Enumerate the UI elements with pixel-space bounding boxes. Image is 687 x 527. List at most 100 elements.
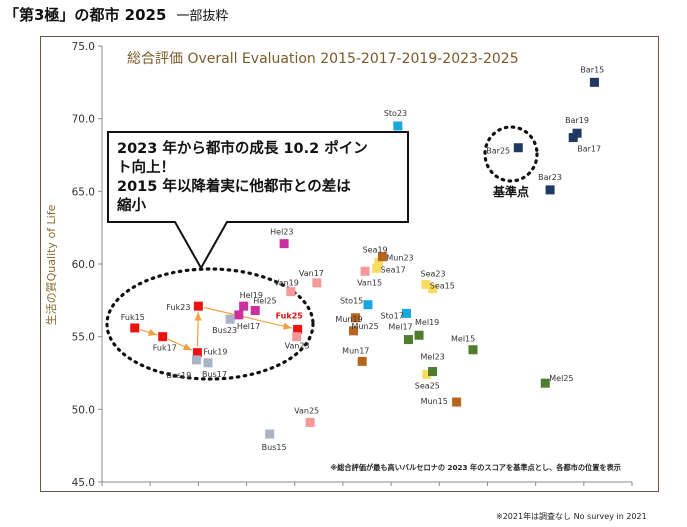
point-hel19 bbox=[239, 301, 249, 311]
point-fuk23 bbox=[193, 301, 203, 311]
chart-footnote: ※総合評価が最も高いバルセロナの 2023 年のスコアを基準点とし、各都市の位置… bbox=[330, 463, 621, 472]
point-label-van19: Van19 bbox=[274, 279, 299, 288]
point-label-hel25: Hel25 bbox=[253, 297, 276, 306]
point-label-mel23: Mel23 bbox=[421, 353, 445, 362]
y-axis-title: 生活の質Quality of Life bbox=[44, 204, 58, 325]
reference-point-ellipse bbox=[483, 125, 539, 183]
x-tick-label: 75.0 bbox=[620, 490, 643, 491]
x-tick-label: 50.0 bbox=[379, 490, 402, 491]
highlight-ellipses bbox=[105, 125, 539, 381]
point-hel17 bbox=[234, 310, 244, 320]
point-label-van17: Van17 bbox=[299, 269, 324, 278]
x-tick-label: 65.0 bbox=[524, 490, 547, 491]
point-bus17 bbox=[203, 358, 213, 368]
point-label-sea19: Sea19 bbox=[363, 246, 388, 255]
point-label-van15: Van15 bbox=[357, 278, 382, 287]
footnote-no-survey: ※2021年は調査なし No survey in 2021 bbox=[496, 512, 647, 521]
y-tick-label: 65.0 bbox=[72, 186, 95, 198]
axes: 20.0 25.0 30.0 35.0 40.0 45.0 50.0 55.0 60.0 65.0… bbox=[44, 41, 644, 491]
point-label-mel25: Mel25 bbox=[549, 374, 573, 383]
point-fuk15 bbox=[130, 323, 140, 333]
point-label-hel23: Hel23 bbox=[270, 228, 293, 237]
point-label-bar19: Bar19 bbox=[565, 116, 589, 125]
point-mun17 bbox=[357, 356, 367, 366]
point-label-sea25: Sea25 bbox=[415, 381, 440, 390]
trend-arrow bbox=[140, 328, 158, 336]
chart-title: 総合評価 Overall Evaluation 2015-2017-2019-2… bbox=[127, 51, 519, 67]
point-mel15 bbox=[468, 345, 478, 355]
point-label-bar23: Bar23 bbox=[538, 173, 562, 182]
point-bus15 bbox=[265, 429, 275, 439]
chart-frame: 20.0 25.0 30.0 35.0 40.0 45.0 50.0 55.0 60.0 65.0… bbox=[40, 36, 659, 492]
point-bar25 bbox=[513, 143, 523, 153]
trend-arrow bbox=[194, 312, 202, 347]
point-mel19 bbox=[414, 330, 424, 340]
page-subtitle: 一部抜粋 bbox=[176, 9, 229, 24]
point-label-sto23: Sto23 bbox=[384, 109, 407, 118]
point-label-mel19: Mel19 bbox=[415, 318, 439, 327]
point-label-sea15: Sea15 bbox=[430, 281, 455, 290]
point-label-bar25: Bar25 bbox=[486, 147, 510, 156]
point-label-van23: Van23 bbox=[285, 342, 310, 351]
page-title: 「第3極」の都市 2025 一部抜粋 bbox=[4, 4, 228, 25]
point-van15 bbox=[360, 266, 370, 276]
point-label-mun15: Mun15 bbox=[421, 397, 448, 406]
point-mun19 bbox=[350, 313, 360, 323]
trend-arrow bbox=[167, 338, 193, 351]
page-title-text: 「第3極」の都市 2025 bbox=[4, 6, 167, 24]
point-sto23 bbox=[393, 121, 403, 131]
y-tick-label: 60.0 bbox=[72, 259, 95, 271]
point-bar23 bbox=[545, 185, 555, 195]
x-tick-label: 25.0 bbox=[138, 490, 161, 491]
point-label-sea23: Sea23 bbox=[421, 270, 446, 279]
callout-line-1: 2023 年から都市の成長 10.2 ポイン bbox=[117, 139, 368, 157]
point-hel25 bbox=[250, 306, 260, 316]
point-fuk25 bbox=[293, 324, 303, 334]
point-label-bus17: Bus17 bbox=[202, 370, 227, 379]
point-label-sto17: Sto17 bbox=[381, 311, 404, 320]
point-fuk19 bbox=[192, 348, 202, 358]
point-label-sea17: Sea17 bbox=[381, 265, 406, 274]
point-label-sto15: Sto15 bbox=[340, 297, 363, 306]
data-points bbox=[130, 77, 599, 439]
point-label-mun23: Mun23 bbox=[386, 254, 413, 263]
point-label-fuk15: Fuk15 bbox=[121, 313, 145, 322]
point-mel17 bbox=[403, 335, 413, 345]
y-tick-label: 70.0 bbox=[72, 114, 95, 126]
point-label-bar15: Bar15 bbox=[580, 65, 604, 74]
x-tick-label: 70.0 bbox=[572, 490, 595, 491]
point-label-van25: Van25 bbox=[294, 406, 319, 415]
point-label-bus15: Bus15 bbox=[262, 443, 287, 452]
point-label-mun19: Mun19 bbox=[335, 315, 362, 324]
point-label-mun25: Mun25 bbox=[352, 322, 379, 331]
point-label-fuk17: Fuk17 bbox=[153, 344, 177, 353]
point-sea17 bbox=[372, 263, 382, 273]
y-tick-label: 45.0 bbox=[72, 477, 95, 489]
scatter-chart: 20.0 25.0 30.0 35.0 40.0 45.0 50.0 55.0 60.0 65.0… bbox=[44, 41, 644, 491]
point-van19 bbox=[286, 287, 296, 297]
point-label-mel17: Mel17 bbox=[388, 323, 412, 332]
point-label-mel15: Mel15 bbox=[451, 335, 475, 344]
point-mun25 bbox=[349, 326, 359, 336]
point-mel23 bbox=[428, 367, 438, 377]
point-label-bus19: Bus19 bbox=[166, 371, 191, 380]
point-label-hel17: Hel17 bbox=[237, 322, 260, 331]
point-label-fuk19: Fuk19 bbox=[203, 348, 227, 357]
point-fuk17 bbox=[158, 332, 168, 342]
x-tick-label: 30.0 bbox=[187, 490, 210, 491]
point-label-mun17: Mun17 bbox=[342, 346, 369, 355]
point-bar15 bbox=[589, 77, 599, 87]
point-bar19 bbox=[572, 128, 582, 138]
y-tick-label: 75.0 bbox=[72, 41, 95, 53]
point-sto15 bbox=[363, 300, 373, 310]
x-tick-label: 35.0 bbox=[235, 490, 258, 491]
point-mel25 bbox=[540, 378, 550, 388]
x-tick-label: 60.0 bbox=[476, 490, 499, 491]
point-label-fuk25: Fuk25 bbox=[276, 311, 304, 320]
point-sea19 bbox=[374, 258, 384, 268]
trend-arrows bbox=[140, 306, 292, 351]
point-labels: Fuk15 Fuk17 Fuk19 Fuk23 Fuk25 Van15 Van17Van19… bbox=[121, 65, 621, 472]
x-tick-label: 20.0 bbox=[90, 490, 113, 491]
point-label-fuk23: Fuk23 bbox=[166, 303, 190, 312]
